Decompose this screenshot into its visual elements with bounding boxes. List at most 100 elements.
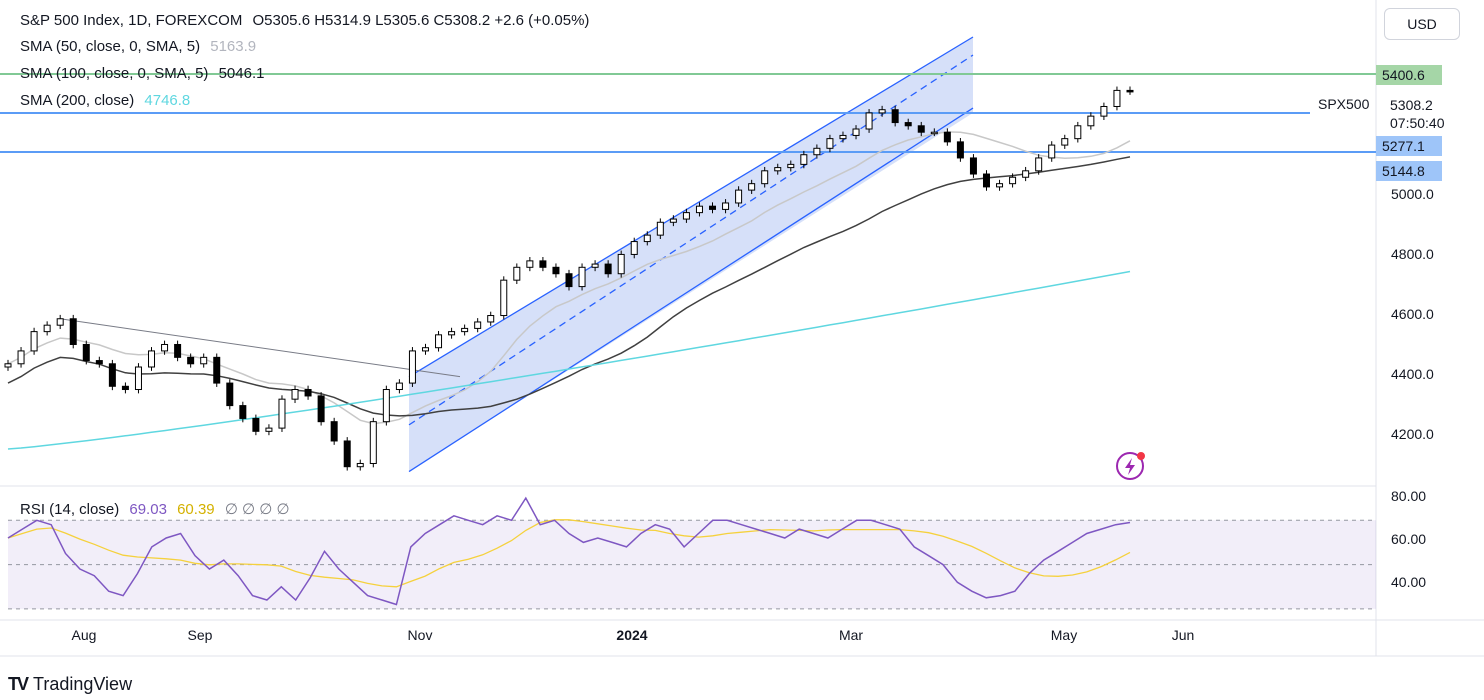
x-tick: 2024	[616, 627, 648, 643]
candle-body	[252, 417, 260, 432]
candle-body	[930, 131, 938, 135]
candle-body	[539, 260, 547, 268]
candle-body	[421, 347, 429, 352]
candle-body	[722, 202, 730, 210]
legend-sma200: SMA (200, close) 4746.8	[20, 92, 196, 110]
rsi-label: RSI (14, close)	[20, 501, 120, 518]
candle-body	[878, 109, 886, 114]
candle-body	[330, 421, 338, 442]
candle-body	[200, 356, 208, 365]
candle-body	[487, 315, 495, 323]
candle-body	[852, 128, 860, 136]
candle-body	[17, 350, 25, 365]
candle-body	[1048, 144, 1056, 159]
candle-body	[1100, 105, 1108, 117]
candle-body	[656, 221, 664, 236]
tradingview-logo[interactable]: TV TradingView	[8, 674, 132, 695]
currency-button[interactable]: USD	[1384, 8, 1460, 40]
candle-body	[82, 343, 90, 362]
candle-body	[474, 321, 482, 329]
candle-body	[304, 389, 312, 397]
sma100-value: 5046.1	[218, 65, 265, 82]
last-price-label: 5308.2	[1390, 97, 1433, 113]
candle-body	[969, 157, 977, 175]
x-tick: Sep	[187, 627, 213, 643]
resistance-badge: 5400.6	[1376, 65, 1442, 85]
candle-body	[265, 427, 273, 432]
candle-body	[865, 112, 873, 130]
rsi-line	[7, 496, 1131, 606]
candle-body	[604, 263, 612, 275]
sma200-label: SMA (200, close)	[20, 92, 135, 109]
candle-body	[95, 360, 103, 365]
sma100-label: SMA (100, close, 0, SMA, 5)	[20, 65, 209, 82]
y-tick: 4400.0	[1391, 366, 1434, 382]
candle-body	[30, 331, 38, 352]
candle-body	[395, 382, 403, 391]
candle-body	[826, 138, 834, 149]
candle-body	[617, 253, 625, 275]
candle-body	[839, 134, 847, 140]
rsi-extra: ∅ ∅ ∅ ∅	[224, 501, 290, 518]
channel-mid-line	[408, 54, 974, 426]
y-tick: 4200.0	[1391, 426, 1434, 442]
legend-main: S&P 500 Index, 1D, FOREXCOM O5305.6 H531…	[20, 12, 595, 30]
candle-body	[982, 173, 990, 188]
candle-body	[226, 382, 234, 407]
candle-body	[343, 440, 351, 468]
candle-body	[996, 183, 1004, 188]
candle-body	[108, 363, 116, 387]
sma200-value: 4746.8	[144, 92, 191, 109]
ohlc-values: O5305.6 H5314.9 L5305.6 C5308.2 +2.6 (+0…	[252, 12, 590, 29]
legend-sma50: SMA (50, close, 0, SMA, 5) 5163.9	[20, 38, 262, 56]
channel-lower-line	[408, 107, 974, 473]
branding-text: TradingView	[33, 674, 133, 694]
tradingview-logo-icon: TV	[8, 674, 29, 694]
candle-body	[121, 385, 129, 391]
candle-body	[1035, 157, 1043, 172]
candle-body	[239, 405, 247, 419]
alert-bolt-icon	[1125, 458, 1135, 475]
channel-upper-line	[408, 36, 974, 378]
candle-body	[278, 398, 286, 429]
candle-body	[578, 266, 586, 288]
candle-body	[356, 462, 364, 468]
candle-body	[1061, 138, 1069, 146]
candle-body	[591, 263, 599, 268]
x-tick: May	[1050, 627, 1078, 643]
rsi-tick: 80.00	[1391, 488, 1427, 504]
candle-body	[134, 366, 142, 391]
candle-body	[4, 363, 12, 368]
candle-body	[174, 343, 182, 358]
candle-body	[448, 331, 456, 336]
candle-body	[526, 260, 534, 268]
candle-body	[813, 147, 821, 156]
candle-body	[891, 109, 899, 124]
candle-body	[1113, 89, 1121, 107]
symbol-title: S&P 500 Index, 1D, FOREXCOM	[20, 12, 243, 29]
x-tick: Nov	[407, 627, 433, 643]
candle-body	[435, 334, 443, 349]
candle-body	[630, 241, 638, 255]
candle-body	[1022, 170, 1030, 178]
candle-body	[69, 318, 77, 345]
candle-body	[317, 395, 325, 423]
legend-sma100: SMA (100, close, 0, SMA, 5) 5046.1	[20, 65, 270, 83]
trend-line	[59, 318, 461, 378]
candle-body	[500, 279, 508, 317]
sma200-line	[7, 270, 1131, 450]
candle-body	[552, 266, 560, 275]
rsi-value: 69.03	[129, 501, 167, 518]
level2-badge: 5144.8	[1376, 161, 1442, 181]
sma50-line	[7, 131, 1131, 425]
sma100-line	[7, 156, 1131, 417]
candle-body	[565, 273, 573, 288]
candle-body	[1087, 115, 1095, 127]
candle-body	[787, 163, 795, 169]
y-tick: 5000.0	[1391, 186, 1434, 202]
sma50-value: 5163.9	[210, 38, 257, 55]
x-tick: Jun	[1171, 627, 1195, 643]
countdown-label: 07:50:40	[1390, 115, 1445, 131]
candle-body	[56, 318, 64, 326]
y-tick: 4800.0	[1391, 246, 1434, 262]
